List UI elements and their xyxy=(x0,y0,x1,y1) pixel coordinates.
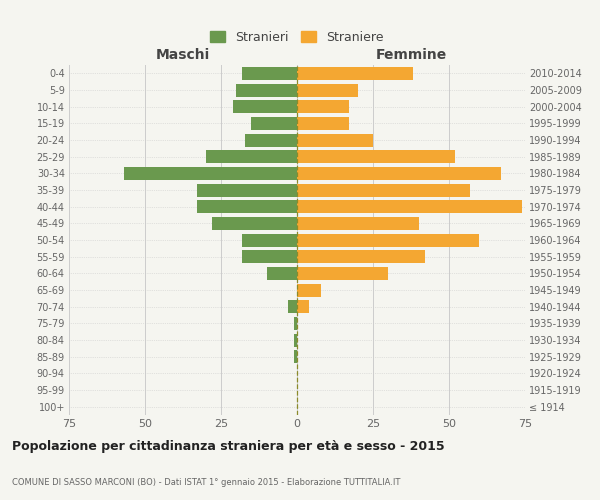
Bar xyxy=(297,184,470,196)
Legend: Stranieri, Straniere: Stranieri, Straniere xyxy=(205,26,389,49)
Text: Popolazione per cittadinanza straniera per età e sesso - 2015: Popolazione per cittadinanza straniera p… xyxy=(12,440,445,453)
Bar xyxy=(297,267,388,280)
Bar xyxy=(297,100,349,113)
Bar xyxy=(288,300,297,313)
Bar xyxy=(297,284,322,296)
Bar xyxy=(297,84,358,96)
Text: Femmine: Femmine xyxy=(376,48,446,62)
Bar xyxy=(233,100,297,113)
Bar xyxy=(297,217,419,230)
Bar xyxy=(297,150,455,163)
Bar xyxy=(124,167,297,180)
Text: COMUNE DI SASSO MARCONI (BO) - Dati ISTAT 1° gennaio 2015 - Elaborazione TUTTITA: COMUNE DI SASSO MARCONI (BO) - Dati ISTA… xyxy=(12,478,400,487)
Bar xyxy=(251,117,297,130)
Bar xyxy=(294,334,297,346)
Bar xyxy=(206,150,297,163)
Text: Maschi: Maschi xyxy=(156,48,210,62)
Bar xyxy=(297,67,413,80)
Bar xyxy=(294,317,297,330)
Bar xyxy=(297,117,349,130)
Bar xyxy=(236,84,297,96)
Bar xyxy=(242,250,297,263)
Bar xyxy=(242,234,297,246)
Bar xyxy=(212,217,297,230)
Bar xyxy=(297,234,479,246)
Bar xyxy=(266,267,297,280)
Bar xyxy=(294,350,297,363)
Bar xyxy=(245,134,297,146)
Bar xyxy=(297,134,373,146)
Bar xyxy=(197,200,297,213)
Bar xyxy=(297,200,522,213)
Bar xyxy=(297,250,425,263)
Bar xyxy=(197,184,297,196)
Bar xyxy=(297,167,500,180)
Bar xyxy=(242,67,297,80)
Bar xyxy=(297,300,309,313)
